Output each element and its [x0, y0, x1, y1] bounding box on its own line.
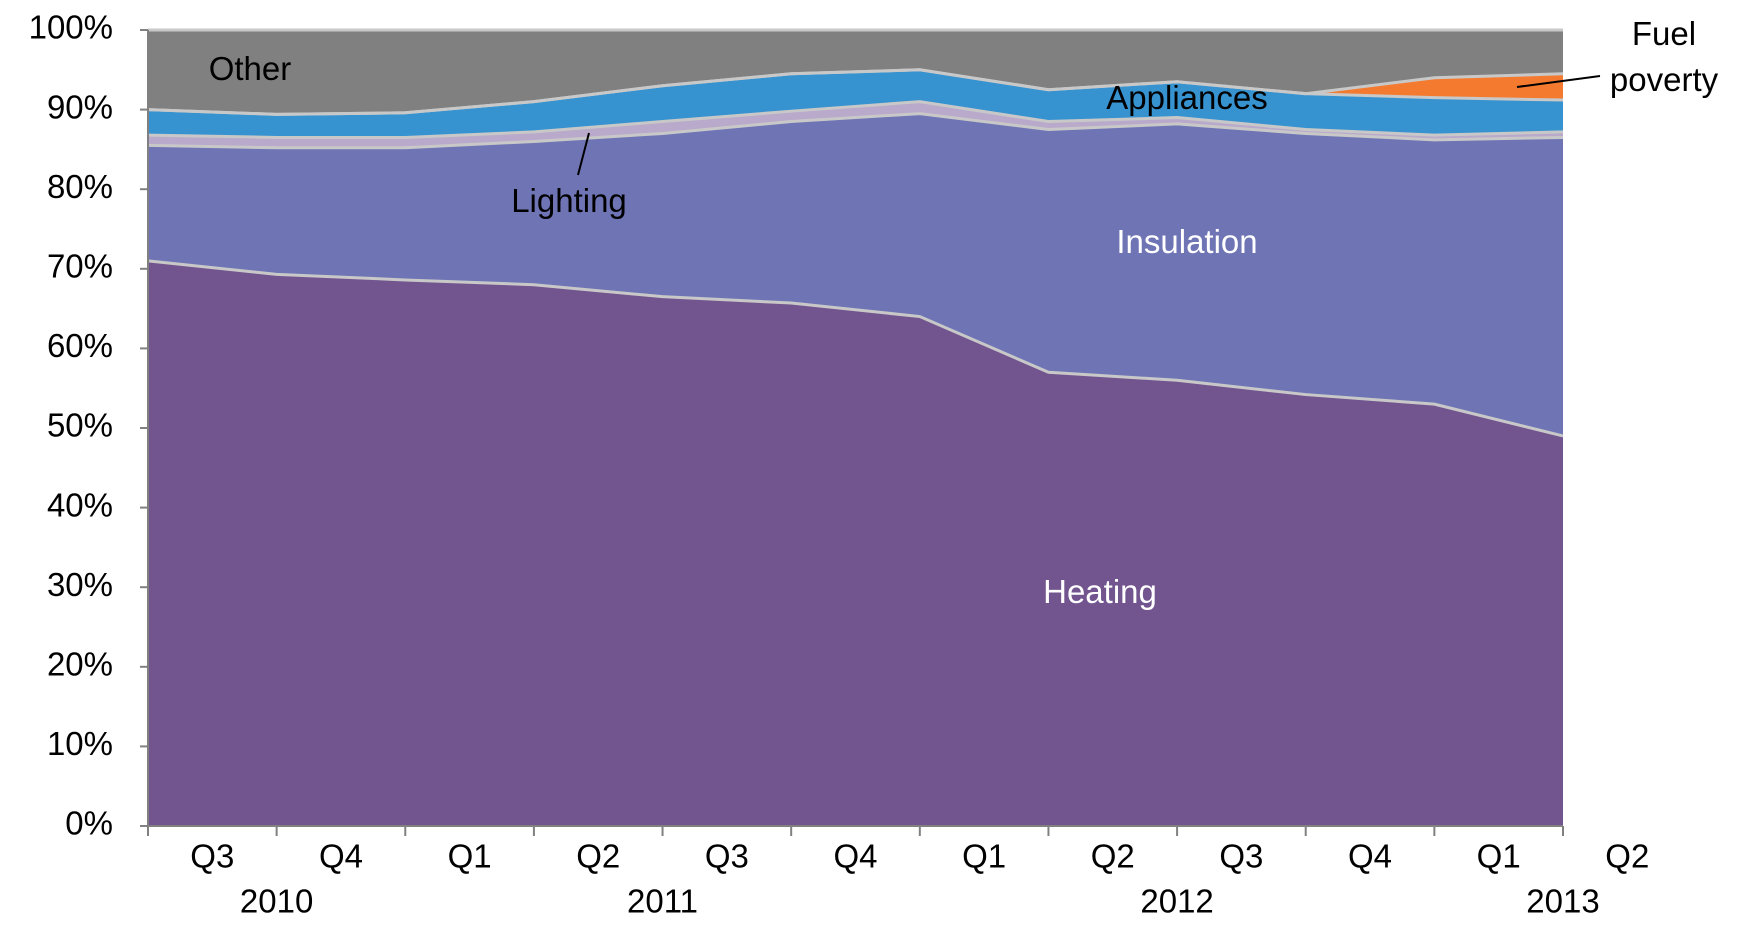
areas [147, 28, 1564, 827]
x-tick-label: Q4 [319, 838, 363, 875]
y-tick-label: 60% [47, 327, 113, 364]
lighting-pointer [577, 132, 590, 176]
fuel-poverty-pointer [1516, 75, 1601, 88]
y-tick-label: 40% [47, 486, 113, 523]
y-tick-label: 90% [47, 88, 113, 125]
y-tick-label: 80% [47, 168, 113, 205]
y-tick-label: 10% [47, 725, 113, 762]
series-label: Appliances [1106, 79, 1268, 116]
area-edge [147, 112, 1564, 150]
y-tick-label: 100% [29, 9, 113, 46]
x-tick-label: Q3 [1219, 838, 1263, 875]
area [148, 30, 1563, 115]
series-label: Insulation [1116, 223, 1258, 260]
x-tick-label: Q1 [1477, 838, 1521, 875]
area [148, 113, 1563, 436]
area-edge [147, 259, 1564, 438]
x-tick-label: Q4 [833, 838, 877, 875]
x-tick-label: Q3 [190, 838, 234, 875]
area [148, 260, 1563, 827]
x-group-label: 2010 [240, 883, 313, 920]
x-group-label: 2013 [1526, 883, 1599, 920]
series-label: Heating [1043, 573, 1157, 610]
series-label: Fuel poverty [1609, 15, 1719, 98]
x-group-label: 2012 [1140, 883, 1213, 920]
y-tick-label: 50% [47, 407, 113, 444]
x-tick-label: Q2 [1091, 838, 1135, 875]
x-tick-label: Q4 [1348, 838, 1392, 875]
y-tick-label: 0% [65, 805, 113, 842]
x-tick-label: Q1 [448, 838, 492, 875]
x-tick-label: Q3 [705, 838, 749, 875]
area [148, 101, 1563, 148]
series-label: Lighting [511, 182, 627, 219]
area [148, 69, 1563, 138]
area-edge [147, 68, 1564, 116]
x-tick-label: Q2 [1605, 838, 1649, 875]
y-tick-label: 20% [47, 646, 113, 683]
series-label: Other [208, 50, 292, 87]
area-edge [147, 100, 1564, 139]
x-tick-label: Q1 [962, 838, 1006, 875]
y-tick-label: 70% [47, 248, 113, 285]
x-group-label: 2011 [627, 883, 698, 920]
y-tick-label: 30% [47, 566, 113, 603]
x-tick-label: Q2 [576, 838, 620, 875]
